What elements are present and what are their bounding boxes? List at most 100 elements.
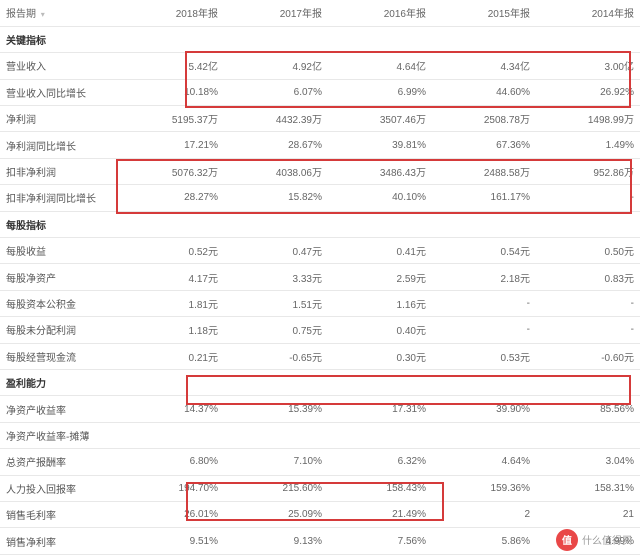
cell-value: 2: [432, 501, 536, 527]
cell-value: 215.60%: [224, 475, 328, 501]
cell-value: 15.39%: [224, 396, 328, 422]
watermark-badge: 值: [556, 529, 578, 551]
cell-value: 28.27%: [120, 185, 224, 211]
table-row: 净资产收益率-摊薄: [0, 422, 640, 448]
table-row: 总资产报酬率6.80%7.10%6.32%4.64%3.04%: [0, 449, 640, 475]
cell-value: 3486.43万: [328, 158, 432, 184]
cell-value: 2.59元: [328, 264, 432, 290]
cell-value: 0.83元: [536, 264, 640, 290]
row-label: 每股净资产: [0, 264, 120, 290]
cell-value: 6.99%: [328, 79, 432, 105]
cell-value: 3507.46万: [328, 106, 432, 132]
table-row: 每股收益0.52元0.47元0.41元0.54元0.50元: [0, 238, 640, 264]
cell-value: 0.50元: [536, 238, 640, 264]
row-label: 每股未分配利润: [0, 317, 120, 343]
cell-value: 4.34亿: [432, 53, 536, 79]
cell-value: 194.70%: [120, 475, 224, 501]
cell-value: 9.13%: [224, 528, 328, 554]
cell-value: 4432.39万: [224, 106, 328, 132]
cell-value: 28.67%: [224, 132, 328, 158]
cell-value: 0.54元: [432, 238, 536, 264]
period-label: 报告期: [6, 9, 36, 20]
row-label: 净资产收益率-摊薄: [0, 422, 120, 448]
cell-value: 21: [536, 501, 640, 527]
cell-value: 4038.06万: [224, 158, 328, 184]
cell-value: 67.36%: [432, 132, 536, 158]
cell-value: 2.18元: [432, 264, 536, 290]
cell-value: 158.31%: [536, 475, 640, 501]
section-header: 关键指标: [0, 26, 640, 52]
cell-value: 0.47元: [224, 238, 328, 264]
table-row: 营业收入5.42亿4.92亿4.64亿4.34亿3.00亿: [0, 53, 640, 79]
table-row: 人力投入回报率194.70%215.60%158.43%159.36%158.3…: [0, 475, 640, 501]
header-row: 报告期 ▾ 2018年报 2017年报 2016年报 2015年报 2014年报: [0, 0, 640, 26]
row-label: 净利润: [0, 106, 120, 132]
cell-value: 5.42亿: [120, 53, 224, 79]
col-2017: 2017年报: [224, 0, 328, 26]
cell-value: 3.04%: [536, 449, 640, 475]
cell-value: 25.09%: [224, 501, 328, 527]
cell-value: -0.65元: [224, 343, 328, 369]
cell-value: 0.40元: [328, 317, 432, 343]
row-label: 净资产收益率: [0, 396, 120, 422]
cell-value: 39.81%: [328, 132, 432, 158]
row-label: 销售净利率: [0, 528, 120, 554]
cell-value: [432, 422, 536, 448]
cell-value: -: [536, 185, 640, 211]
row-label: 销售毛利率: [0, 501, 120, 527]
cell-value: 4.64亿: [328, 53, 432, 79]
cell-value: 2508.78万: [432, 106, 536, 132]
cell-value: 17.21%: [120, 132, 224, 158]
cell-value: 159.36%: [432, 475, 536, 501]
period-header[interactable]: 报告期 ▾: [0, 0, 120, 26]
cell-value: [224, 422, 328, 448]
cell-value: 4.17元: [120, 264, 224, 290]
col-2015: 2015年报: [432, 0, 536, 26]
section-title: 盈利能力: [0, 369, 640, 395]
cell-value: 6.32%: [328, 449, 432, 475]
table-row: 营业收入同比增长10.18%6.07%6.99%44.60%26.92%: [0, 79, 640, 105]
cell-value: 1498.99万: [536, 106, 640, 132]
col-2016: 2016年报: [328, 0, 432, 26]
col-2014: 2014年报: [536, 0, 640, 26]
row-label: 人力投入回报率: [0, 475, 120, 501]
table-row: 每股经营现金流0.21元-0.65元0.30元0.53元-0.60元: [0, 343, 640, 369]
table-row: 每股净资产4.17元3.33元2.59元2.18元0.83元: [0, 264, 640, 290]
cell-value: 7.56%: [328, 528, 432, 554]
financial-table: 报告期 ▾ 2018年报 2017年报 2016年报 2015年报 2014年报…: [0, 0, 640, 555]
cell-value: 952.86万: [536, 158, 640, 184]
row-label: 营业收入: [0, 53, 120, 79]
cell-value: -: [432, 290, 536, 316]
cell-value: 7.10%: [224, 449, 328, 475]
cell-value: 0.53元: [432, 343, 536, 369]
cell-value: 1.18元: [120, 317, 224, 343]
section-title: 关键指标: [0, 26, 640, 52]
cell-value: 158.43%: [328, 475, 432, 501]
cell-value: 3.33元: [224, 264, 328, 290]
cell-value: 39.90%: [432, 396, 536, 422]
row-label: 每股资本公积金: [0, 290, 120, 316]
sort-icon[interactable]: ▾: [41, 10, 45, 19]
cell-value: 0.41元: [328, 238, 432, 264]
cell-value: 4.64%: [432, 449, 536, 475]
cell-value: [120, 422, 224, 448]
cell-value: -: [536, 317, 640, 343]
cell-value: 10.18%: [120, 79, 224, 105]
row-label: 总资产报酬率: [0, 449, 120, 475]
table-row: 扣非净利润5076.32万4038.06万3486.43万2488.58万952…: [0, 158, 640, 184]
cell-value: 44.60%: [432, 79, 536, 105]
table-row: 净资产收益率14.37%15.39%17.31%39.90%85.56%: [0, 396, 640, 422]
section-header: 每股指标: [0, 211, 640, 237]
table-row: 销售净利率9.51%9.13%7.56%5.86%4.99%: [0, 528, 640, 554]
row-label: 每股收益: [0, 238, 120, 264]
cell-value: [328, 422, 432, 448]
row-label: 扣非净利润同比增长: [0, 185, 120, 211]
cell-value: [536, 422, 640, 448]
row-label: 每股经营现金流: [0, 343, 120, 369]
watermark-text: 什么值得买: [582, 532, 632, 547]
cell-value: 21.49%: [328, 501, 432, 527]
cell-value: 0.52元: [120, 238, 224, 264]
cell-value: 1.49%: [536, 132, 640, 158]
cell-value: 0.21元: [120, 343, 224, 369]
cell-value: 3.00亿: [536, 53, 640, 79]
